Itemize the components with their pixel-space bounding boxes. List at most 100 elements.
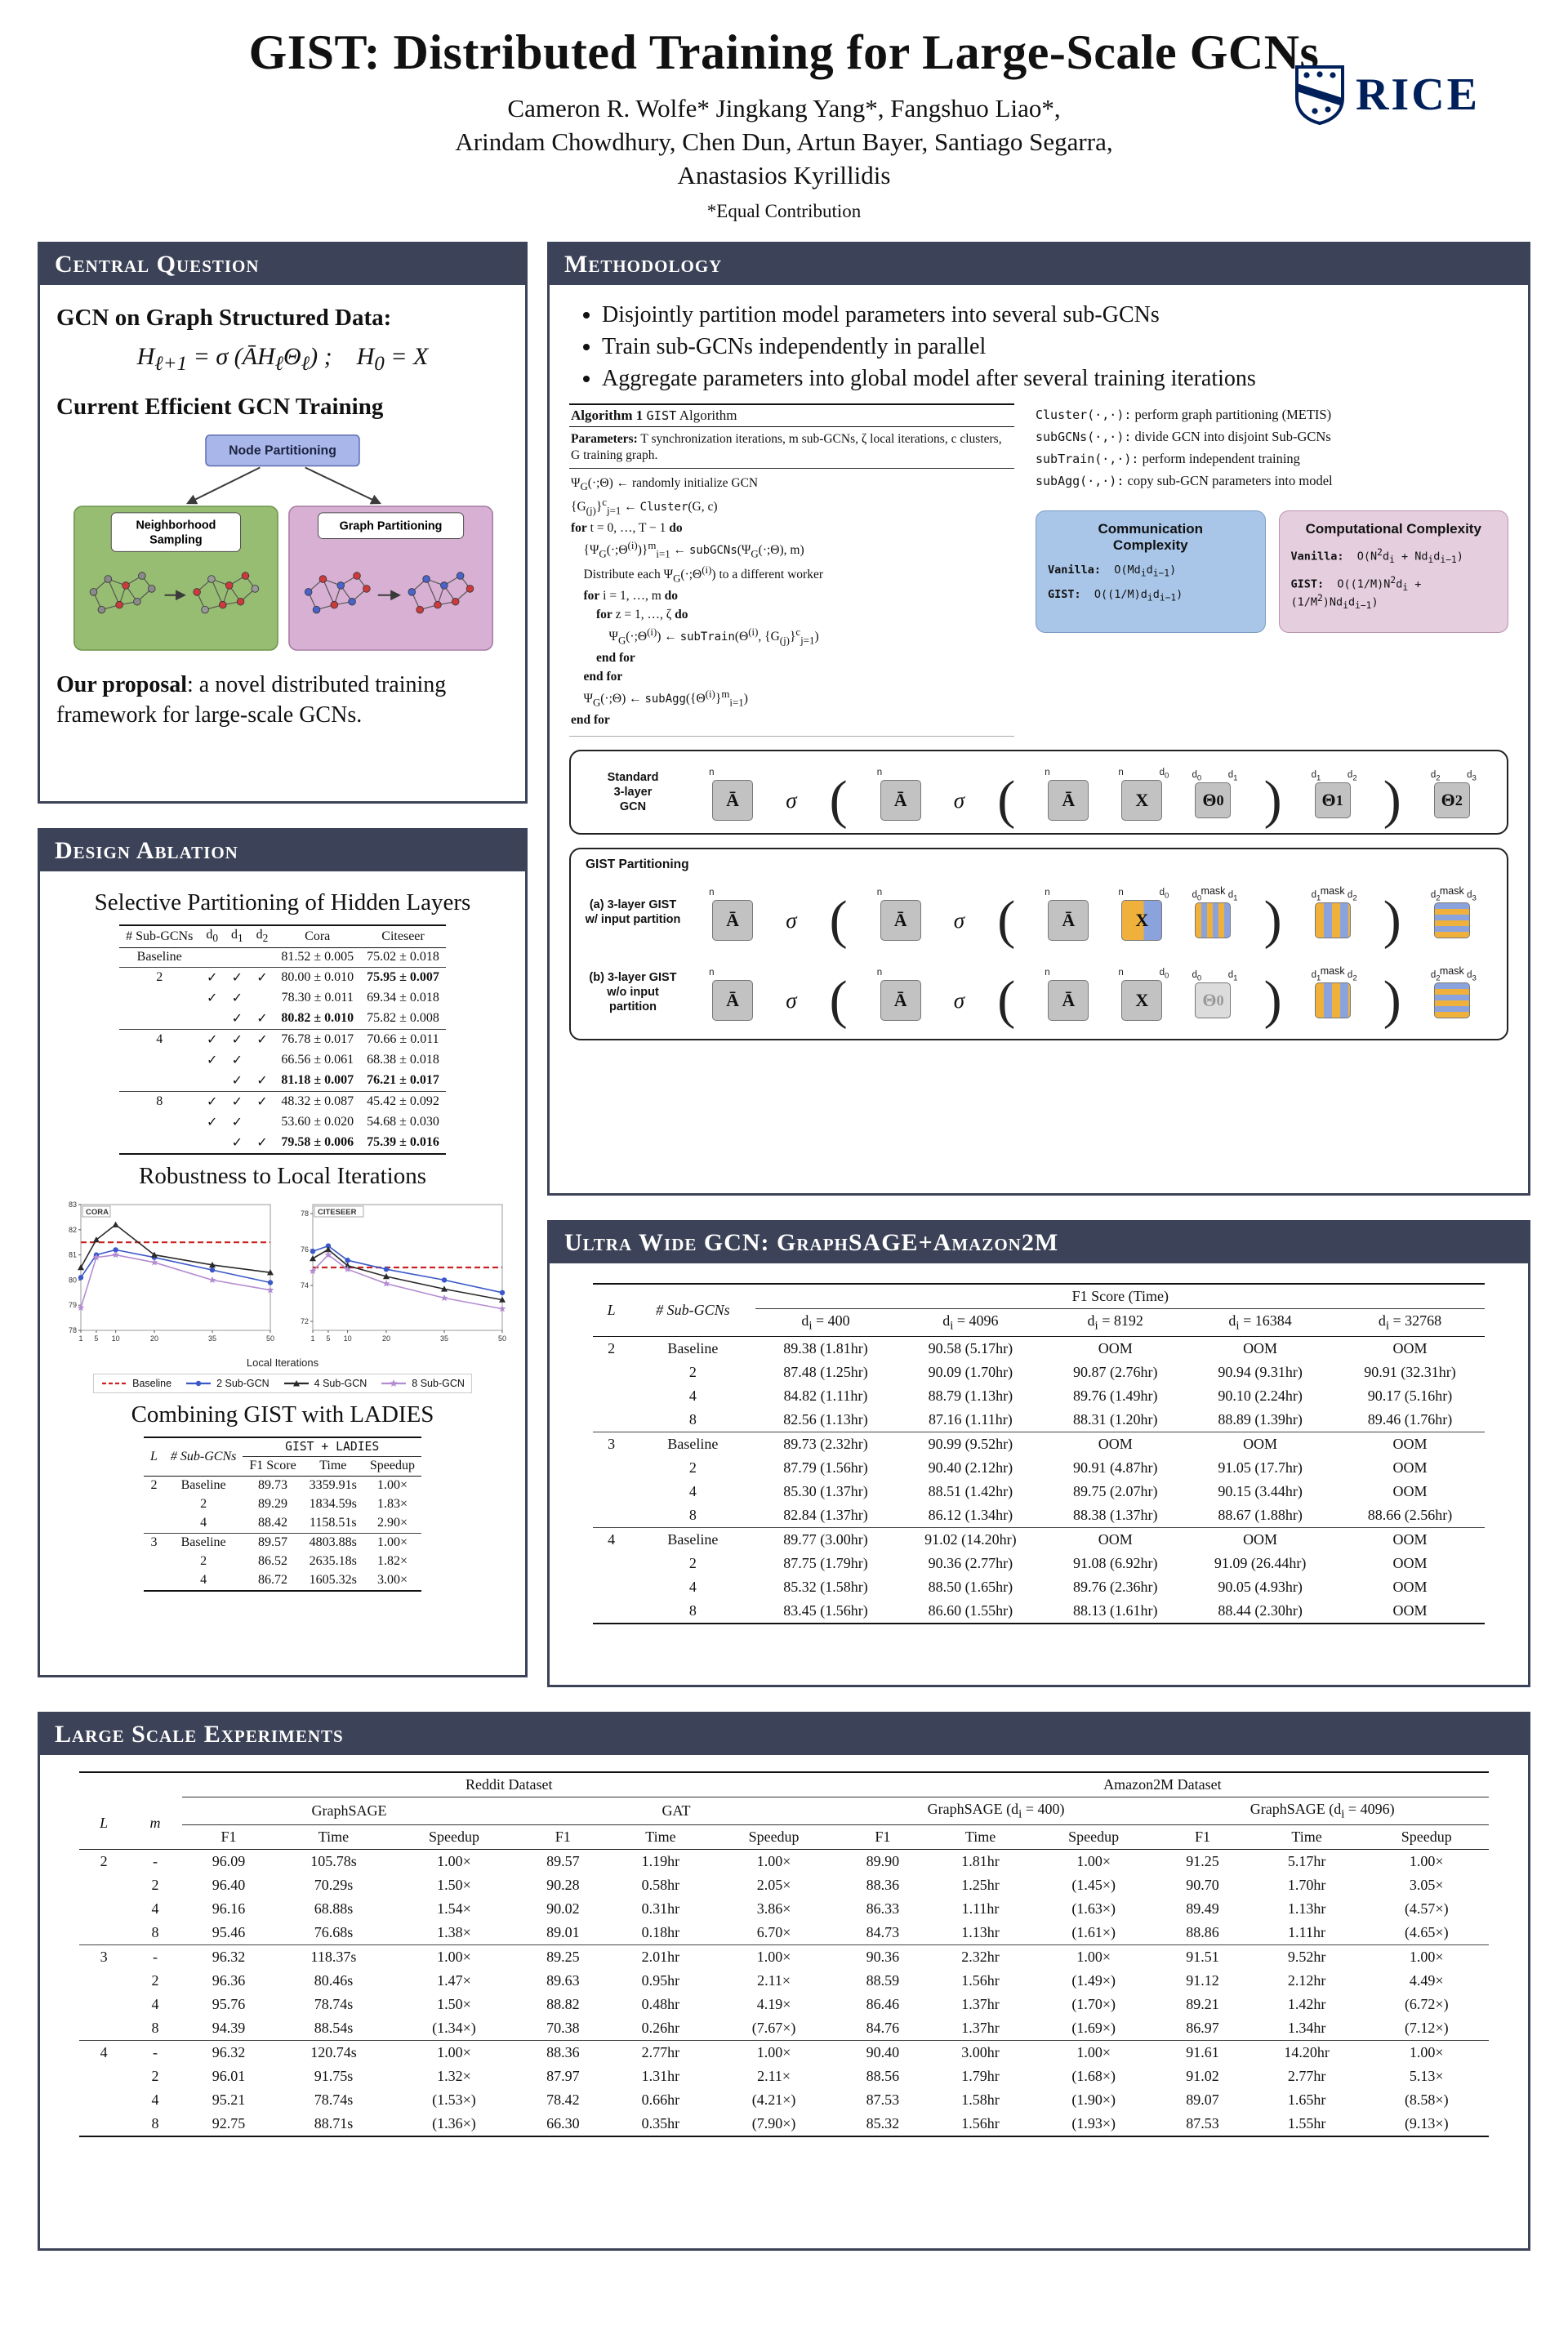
table-cell: 2: [150, 1478, 158, 1493]
dim-label: d2: [1430, 770, 1441, 783]
parenthesis: ): [1263, 890, 1282, 951]
right-column: Methodology Disjointly partition model p…: [547, 241, 1530, 1687]
function-name: subTrain(·,·):: [1036, 452, 1139, 467]
table-cell: 91.08 (6.92hr): [1072, 1555, 1158, 1572]
table-cell: 88.51 (1.42hr): [928, 1483, 1013, 1500]
function-name: subGCNs(·,·):: [1036, 429, 1132, 444]
function-desc: perform independent training: [1138, 451, 1300, 467]
table-cell: OOM: [1334, 1432, 1486, 1457]
table-cell: [593, 1361, 630, 1384]
section-heading-ultra-wide: Ultra Wide GCN: GraphSAGE+Amazon2M: [550, 1222, 1528, 1263]
table-cell: 90.94 (9.31hr): [1218, 1364, 1303, 1381]
table-cell: [592, 1599, 630, 1625]
table-cell: [250, 988, 275, 1009]
methodology-panel: Methodology Disjointly partition model p…: [547, 241, 1530, 1196]
table-cell: 4: [592, 1527, 630, 1552]
dim-label: d2: [1347, 770, 1357, 783]
ladies-title: Combining GIST with LADIES: [131, 1401, 434, 1428]
dim-label: d0: [1159, 888, 1169, 901]
dim-label: d2: [1347, 970, 1357, 983]
table-cell: (1.45×): [1071, 1877, 1116, 1894]
table-cell: 4: [151, 1996, 159, 2013]
matrix-box: Θ 1 d1 d2: [1312, 770, 1357, 819]
table-cell: 83.45 (1.56hr): [755, 1599, 896, 1625]
table-cell: ✓: [249, 966, 275, 988]
legend-label: 4 Sub-GCN: [314, 1377, 368, 1389]
table-cell: 90.02: [546, 1900, 580, 1918]
table-cell: (1.70×): [1071, 1996, 1116, 2013]
table-cell: ✓: [225, 966, 250, 988]
table-cell: 1.00×: [1364, 1944, 1489, 1970]
table-cell: 88.36: [516, 2040, 610, 2065]
partitioned-matrix: mask d0 d1: [1192, 885, 1237, 939]
dim-label: d1: [1311, 770, 1321, 783]
svg-text:50: 50: [498, 1334, 506, 1343]
table-cell: [79, 1921, 128, 1945]
dim-label: n: [876, 888, 883, 898]
selective-partitioning-table: # Sub-GCNs d0 d1 d2 Cora Citeseer Baseline 81.5…: [119, 924, 446, 1155]
table-cell: [225, 947, 250, 967]
table-cell: ✓: [231, 1116, 243, 1130]
mask-label: mask: [1200, 885, 1226, 898]
table-cell: Baseline: [163, 1532, 243, 1552]
function-desc: divide GCN into disjoint Sub-GCNs: [1131, 428, 1331, 444]
table-cell: 2: [100, 1853, 108, 1870]
matrix: Ā: [712, 780, 754, 822]
table-cell: 78.74s: [314, 2091, 354, 2109]
dim-label: d1: [1227, 770, 1238, 783]
function-descriptions: Cluster(·,·): perform graph partitioning…: [1036, 403, 1508, 492]
authors-line-2: Arindam Chowdhury, Chen Dun, Artun Bayer…: [455, 127, 1113, 156]
table-row: 2 86.52 2635.18s 1.82×: [144, 1552, 421, 1571]
table-cell: 4: [688, 1579, 697, 1596]
header-row: Reddit Dataset Amazon2M Dataset: [79, 1771, 1489, 1797]
table-cell: (1.69×): [1071, 2020, 1116, 2037]
legend-item: Baseline: [100, 1378, 172, 1389]
section-heading-design-ablation: Design Ablation: [40, 830, 525, 871]
svg-text:35: 35: [208, 1334, 216, 1343]
dim-label: d1: [1311, 890, 1321, 903]
table-cell: (7.90×): [711, 2112, 836, 2138]
algorithm-line: for t = 0, …, T − 1 do: [571, 521, 683, 536]
table-cell: 9.52hr: [1249, 1944, 1365, 1970]
table-cell: 3359.91s: [309, 1478, 357, 1493]
table-cell: 2.77hr: [1287, 2068, 1326, 2085]
table-cell: [79, 2016, 128, 2041]
table-cell: 96.32: [181, 2040, 276, 2065]
table-row: 2 89.29 1834.59s 1.83×: [144, 1495, 421, 1514]
table-cell: (1.90×): [1071, 2091, 1116, 2109]
table-cell: OOM: [1045, 1432, 1186, 1457]
table-cell: 3: [143, 1532, 164, 1552]
table-cell: (4.65×): [1404, 1924, 1449, 1941]
table-cell: 2: [688, 1364, 697, 1381]
table-cell: 86.60 (1.55hr): [895, 1599, 1046, 1625]
table-row: ✓ ✓ 66.56 ± 0.061 68.38 ± 0.018: [119, 1050, 446, 1071]
partition-table-title: Selective Partitioning of Hidden Layers: [94, 889, 471, 915]
partitioned-matrix: mask d1 d2: [1312, 965, 1357, 1019]
table-cell: 75.82 ± 0.008: [367, 1011, 439, 1026]
graph-partitioning-label: Graph Partitioning: [340, 519, 443, 532]
authors-line-1: Cameron R. Wolfe* Jingkang Yang*, Fangsh…: [507, 94, 1061, 122]
table-cell: ✓: [249, 1028, 275, 1050]
table-cell: [119, 1050, 199, 1071]
graph-node: [122, 581, 130, 590]
table-cell: 89.38 (1.81hr): [783, 1340, 868, 1357]
gist-row-a-label: (a) 3-layer GIST w/ input partition: [585, 898, 681, 927]
table-cell: 88.50 (1.65hr): [928, 1579, 1013, 1596]
table-cell: -: [153, 1853, 158, 1870]
table-cell: 87.16 (1.11hr): [928, 1411, 1013, 1428]
table-cell: 1.50×: [437, 1877, 471, 1894]
table-cell: 88.67 (1.88hr): [1218, 1507, 1303, 1524]
table-cell: 76.78 ± 0.017: [274, 1028, 361, 1050]
table-cell: [119, 1132, 200, 1155]
table-cell: (1.68×): [1071, 2068, 1116, 2085]
svg-text:10: 10: [344, 1334, 352, 1343]
communication-gist-formula: GIST: O((1/M)didi−1): [1048, 588, 1183, 604]
section-heading-central-question: Central Question: [40, 243, 525, 285]
table-cell: 89.25: [516, 1944, 610, 1970]
graph-node: [336, 581, 345, 590]
table-cell: 4803.88s: [302, 1532, 363, 1552]
table-cell: 95.21: [212, 2091, 246, 2109]
